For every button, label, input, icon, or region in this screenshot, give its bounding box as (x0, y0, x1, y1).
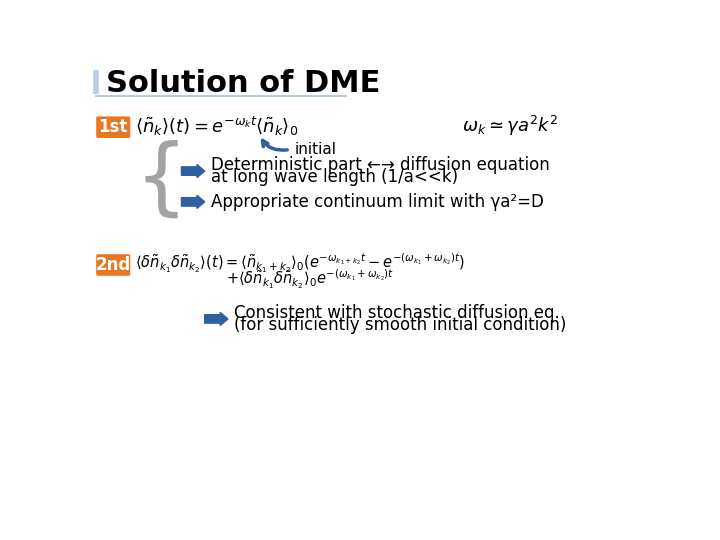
Text: $\omega_k \simeq \gamma a^2 k^2$: $\omega_k \simeq \gamma a^2 k^2$ (462, 114, 559, 138)
Text: $+ \langle \delta\tilde{n}_{k_1} \delta\tilde{n}_{k_2} \rangle_0 e^{-(\omega_{k_: $+ \langle \delta\tilde{n}_{k_1} \delta\… (225, 268, 394, 291)
Text: {: { (135, 140, 188, 221)
Text: (for sufficiently smooth initial condition): (for sufficiently smooth initial conditi… (234, 316, 567, 334)
Text: Consistent with stochastic diffusion eq.: Consistent with stochastic diffusion eq. (234, 303, 560, 322)
Text: 2nd: 2nd (96, 256, 131, 274)
FancyArrow shape (181, 165, 204, 178)
FancyBboxPatch shape (96, 117, 130, 138)
FancyArrow shape (204, 312, 228, 326)
FancyArrow shape (181, 195, 204, 208)
Text: 1st: 1st (99, 118, 128, 136)
Text: $\langle \delta\tilde{n}_{k_1} \delta\tilde{n}_{k_2} \rangle(t) = \langle \tilde: $\langle \delta\tilde{n}_{k_1} \delta\ti… (135, 252, 465, 275)
FancyBboxPatch shape (96, 254, 130, 276)
Text: Solution of DME: Solution of DME (106, 70, 380, 98)
Text: $\langle \tilde{n}_k \rangle(t) = e^{-\omega_k t} \langle \tilde{n}_k \rangle_0$: $\langle \tilde{n}_k \rangle(t) = e^{-\o… (135, 115, 298, 138)
Text: at long wave length (1/a<<k): at long wave length (1/a<<k) (211, 168, 458, 186)
Text: initial: initial (294, 142, 337, 157)
Text: Deterministic part ←→ diffusion equation: Deterministic part ←→ diffusion equation (211, 156, 549, 174)
Text: Appropriate continuum limit with γa²=D: Appropriate continuum limit with γa²=D (211, 193, 544, 211)
